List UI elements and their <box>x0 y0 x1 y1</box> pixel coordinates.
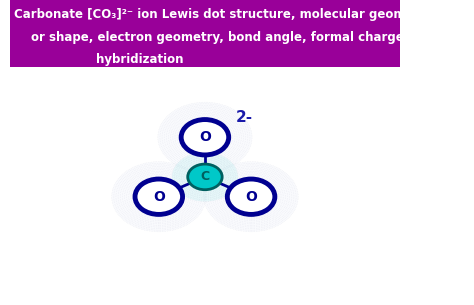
Circle shape <box>172 152 238 202</box>
FancyBboxPatch shape <box>10 0 400 67</box>
Text: C: C <box>201 170 210 183</box>
Circle shape <box>204 162 298 232</box>
Text: hybridization: hybridization <box>96 53 184 66</box>
Text: or shape, electron geometry, bond angle, formal charge,: or shape, electron geometry, bond angle,… <box>31 30 408 44</box>
Text: Carbonate [CO₃]²⁻ ion Lewis dot structure, molecular geometry: Carbonate [CO₃]²⁻ ion Lewis dot structur… <box>14 8 433 21</box>
Circle shape <box>228 179 275 214</box>
Circle shape <box>112 162 206 232</box>
Text: O: O <box>199 130 211 144</box>
Text: O: O <box>153 190 165 204</box>
Text: O: O <box>245 190 257 204</box>
Circle shape <box>158 102 252 172</box>
Text: 2-: 2- <box>236 110 253 125</box>
Circle shape <box>181 120 229 155</box>
Circle shape <box>188 164 222 190</box>
Circle shape <box>135 179 182 214</box>
